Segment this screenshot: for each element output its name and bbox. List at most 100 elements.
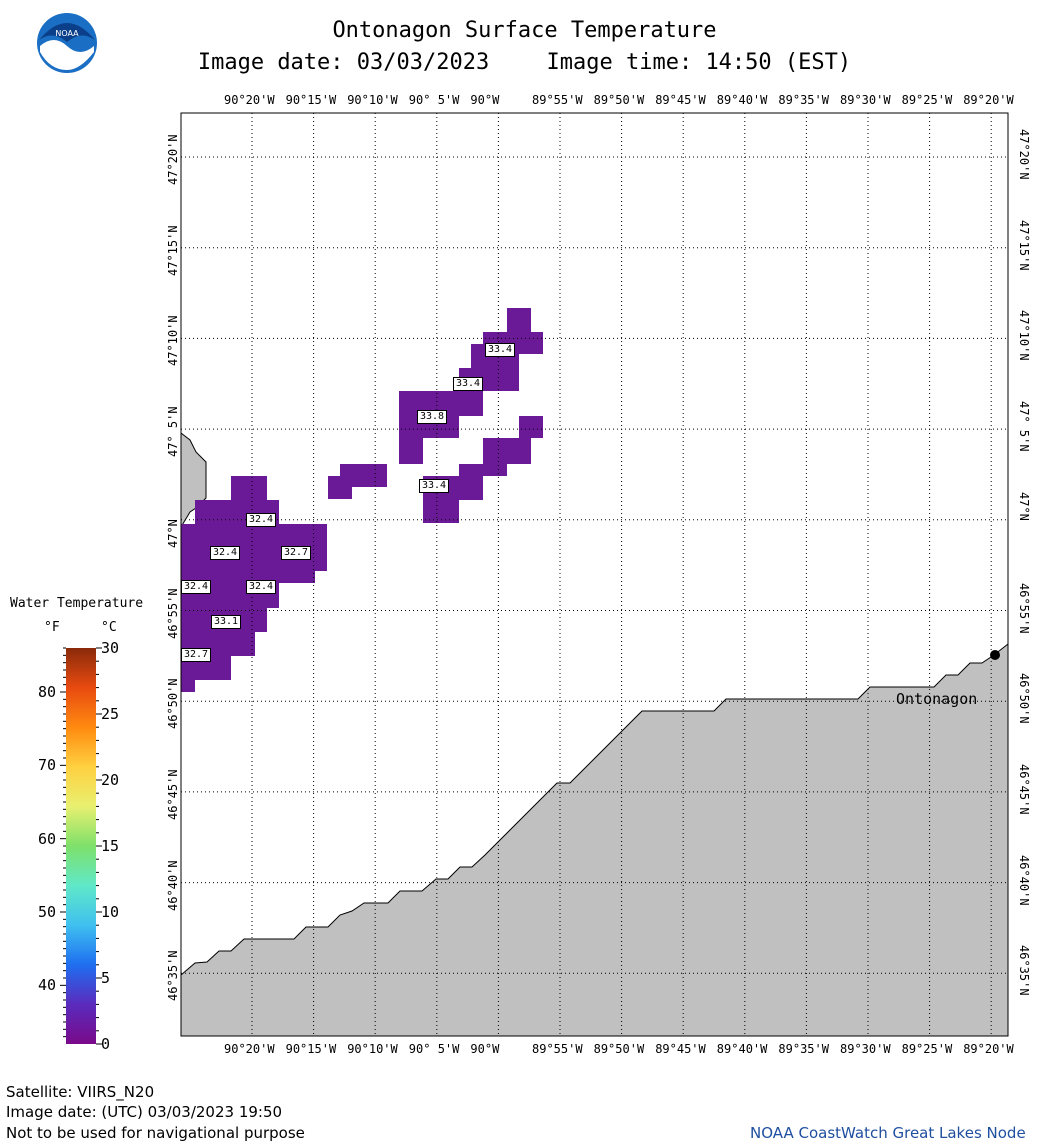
legend-c-tick: 25 [101, 705, 120, 723]
image-date: Image date: 03/03/2023 [197, 50, 490, 75]
lat-label-left: 46°40'N [166, 860, 180, 911]
temperature-label: 32.4 [210, 546, 241, 560]
map-frame [180, 112, 1009, 1037]
city-label-ontonagon: Ontonagon [896, 690, 978, 708]
lon-label-top: 90°15'W [285, 93, 337, 107]
temperature-label: 33.1 [211, 615, 242, 629]
lon-label-bottom: 90°10'W [347, 1042, 398, 1056]
lat-label-left: 46°50'N [166, 678, 180, 730]
lat-label-right: 47°15'N [1017, 219, 1031, 271]
water-pixels [181, 308, 543, 692]
land-shore [180, 642, 1009, 1037]
utc-date: Image date: (UTC) 03/03/2023 19:50 [6, 1103, 283, 1121]
lat-label-right: 46°40'N [1017, 854, 1031, 906]
lon-label-top: 89°25'W [901, 93, 953, 107]
credit: NOAA CoastWatch Great Lakes Node [750, 1124, 1026, 1142]
lon-label-top: 89°35'W [778, 93, 829, 107]
lon-label-bottom: 89°30'W [840, 1042, 891, 1056]
lon-label-top: 89°50'W [593, 93, 645, 107]
temperature-label: 32.4 [181, 580, 212, 594]
lat-label-left: 47°10'N [166, 315, 180, 367]
lat-label-left: 46°55'N [166, 587, 180, 639]
lon-label-top: 89°45'W [655, 93, 706, 107]
temperature-label: 32.7 [181, 648, 212, 662]
lon-label-bottom: 90°15'W [285, 1042, 337, 1056]
lat-label-left: 47°20'N [166, 134, 180, 185]
legend-c-tick: 15 [101, 837, 120, 855]
lon-label-bottom: 89°55'W [532, 1042, 583, 1056]
lat-label-right: 46°45'N [1017, 763, 1031, 815]
water-pixel [328, 476, 352, 499]
lon-label-top: 89°55'W [532, 93, 583, 107]
lat-label-left: 47° 5'N [166, 406, 180, 458]
temperature-label: 33.8 [417, 410, 448, 424]
image-time: Image time: 14:50 (EST) [546, 50, 852, 75]
temperature-label: 33.4 [419, 479, 450, 493]
legend-c-tick: 10 [101, 903, 120, 921]
lon-label-top: 89°30'W [840, 93, 891, 107]
legend-colorbar [66, 648, 96, 1044]
lon-label-bottom: 90° 5'W [408, 1042, 460, 1056]
water-pixel [507, 308, 531, 332]
lon-label-top: 89°20'W [963, 93, 1014, 107]
lon-label-top: 89°40'W [716, 93, 768, 107]
lon-label-top: 90° 5'W [408, 93, 460, 107]
svg-text:NOAA: NOAA [55, 29, 79, 38]
legend-c-tick: 5 [101, 969, 111, 987]
lon-label-bottom: 89°40'W [716, 1042, 768, 1056]
lat-label-right: 47°20'N [1017, 129, 1031, 180]
lon-label-top: 90°20'W [224, 93, 275, 107]
legend-f-tick: 40 [38, 976, 57, 995]
temperature-label: 32.4 [246, 580, 277, 594]
legend-f-tick: 70 [38, 756, 57, 775]
legend-c-tick: 20 [101, 771, 120, 789]
legend-c-tick: 30 [101, 639, 120, 657]
legend-unit-celsius: °C [101, 620, 117, 635]
temperature-label: 32.7 [281, 546, 312, 560]
lon-label-bottom: 89°45'W [655, 1042, 706, 1056]
city-marker [990, 650, 1000, 660]
lat-label-right: 47° 5'N [1017, 401, 1031, 452]
lat-label-right: 46°35'N [1017, 945, 1031, 996]
legend-f-tick: 60 [38, 829, 57, 848]
lon-label-bottom: 89°25'W [901, 1042, 953, 1056]
water-pixel [181, 680, 195, 692]
map-title: Ontonagon Surface Temperature [332, 18, 717, 43]
water-pixel [459, 464, 507, 476]
lat-label-left: 46°35'N [166, 950, 180, 1002]
temperature-label: 33.4 [485, 343, 516, 357]
noaa-logo: NOAA [36, 12, 98, 74]
water-pixel [231, 476, 267, 500]
temperature-label: 33.4 [453, 377, 484, 391]
satellite-info: Satellite: VIIRS_N20 [6, 1083, 155, 1101]
lat-label-right: 47°N [1017, 491, 1031, 521]
water-pixel [483, 438, 531, 464]
water-pixel [399, 438, 423, 464]
legend-f-tick: 80 [38, 683, 57, 701]
water-pixel [423, 500, 459, 523]
lat-label-right: 46°50'N [1017, 673, 1031, 724]
lon-label-top: 90°10'W [347, 93, 398, 107]
lat-label-left: 47°N [166, 518, 180, 548]
legend-unit-fahrenheit: °F [44, 620, 60, 635]
water-pixel [181, 571, 315, 583]
legend-f-tick: 50 [38, 903, 57, 921]
water-pixel [519, 416, 543, 438]
lon-label-bottom: 89°20'W [963, 1042, 1014, 1056]
lon-label-bottom: 89°50'W [593, 1042, 645, 1056]
lat-label-right: 46°55'N [1017, 582, 1031, 634]
disclaimer: Not to be used for navigational purpose [6, 1124, 305, 1142]
lon-label-bottom: 90°W [470, 1042, 500, 1056]
legend-c-tick: 0 [101, 1035, 111, 1053]
lat-label-left: 47°15'N [166, 225, 180, 276]
temperature-label: 32.4 [246, 513, 277, 527]
legend-title: Water Temperature [10, 596, 144, 611]
legend-ticks [60, 647, 102, 1045]
lon-label-top: 90°W [470, 93, 500, 107]
lat-label-left: 46°45'N [166, 769, 180, 820]
image-datetime: Image date: 03/03/2023 Image time: 14:50… [0, 50, 1049, 75]
lon-label-bottom: 89°35'W [778, 1042, 829, 1056]
lat-label-right: 47°10'N [1017, 310, 1031, 361]
lon-label-bottom: 90°20'W [224, 1042, 275, 1056]
